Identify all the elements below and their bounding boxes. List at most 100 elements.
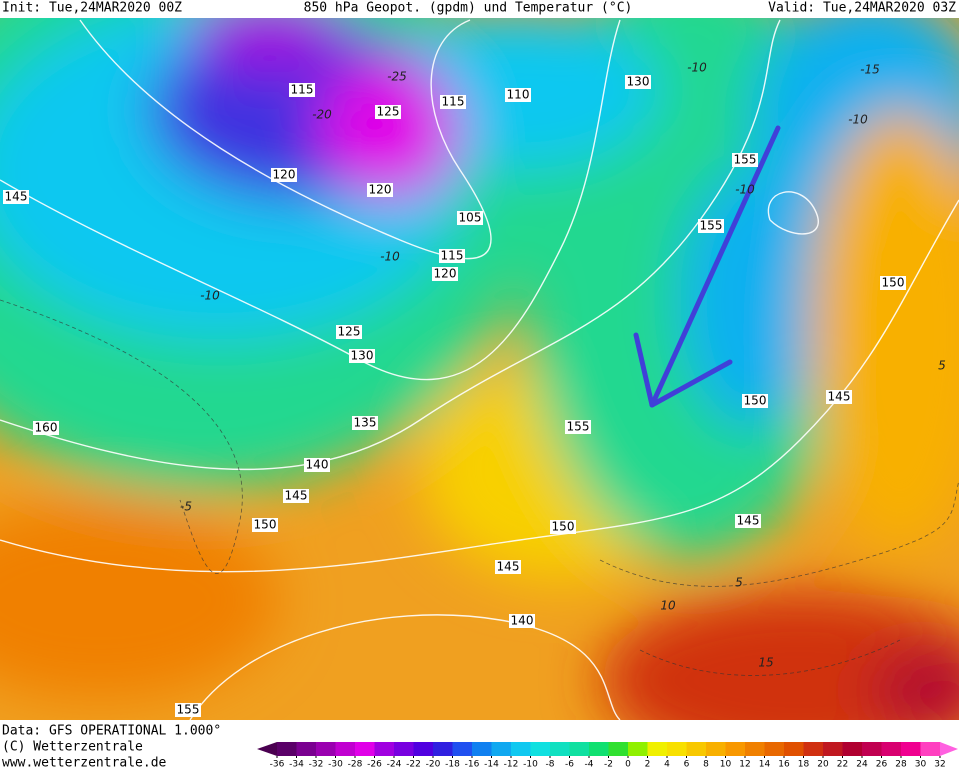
geopotential-label: 130 bbox=[627, 75, 650, 89]
colorbar-swatch bbox=[667, 742, 687, 756]
temperature-label: -10 bbox=[735, 183, 755, 197]
geopotential-label: 155 bbox=[567, 420, 590, 434]
colorbar-swatch bbox=[725, 742, 746, 756]
contour-label-box bbox=[698, 219, 724, 233]
contour-label-box bbox=[495, 560, 521, 574]
contour-label-box bbox=[880, 276, 906, 290]
geopotential-label: 145 bbox=[737, 514, 760, 528]
colorbar-tick-label: 10 bbox=[720, 760, 732, 770]
geopotential-label: 130 bbox=[351, 349, 374, 363]
contour-label-box bbox=[33, 421, 59, 435]
colorbar-swatch bbox=[628, 742, 648, 756]
colorbar-swatch bbox=[491, 742, 512, 756]
map-title: 850 hPa Geopot. (gpdm) und Temperatur (°… bbox=[304, 1, 633, 16]
colorbar-tick-label: -8 bbox=[546, 760, 555, 770]
colorbar-tick-label: -14 bbox=[484, 760, 499, 770]
geopotential-label: 155 bbox=[700, 219, 723, 233]
colorbar-tick-label: 24 bbox=[856, 760, 868, 770]
geopotential-label: 140 bbox=[306, 458, 329, 472]
colorbar-swatch bbox=[374, 742, 395, 756]
contour-label-box bbox=[565, 420, 591, 434]
geopotential-label: 150 bbox=[552, 520, 575, 534]
annotation-arrow bbox=[633, 125, 781, 408]
colorbar-tick-label: -16 bbox=[465, 760, 480, 770]
colorbar-tick-label: 2 bbox=[645, 760, 651, 770]
geopotential-label: 140 bbox=[511, 614, 534, 628]
colorbar-tick-label: 20 bbox=[817, 760, 829, 770]
contour-label-box bbox=[625, 75, 651, 89]
contour-label-box bbox=[509, 614, 535, 628]
geopotential-label: 105 bbox=[459, 211, 482, 225]
colorbar-tick-label: 16 bbox=[778, 760, 790, 770]
temperature-label: -10 bbox=[200, 289, 220, 303]
geopotential-label: 145 bbox=[5, 190, 28, 204]
colorbar-tick-label: 6 bbox=[684, 760, 690, 770]
colorbar-tick-label: 12 bbox=[739, 760, 750, 770]
colorbar-swatch bbox=[296, 742, 317, 756]
colorbar-tick-label: -6 bbox=[565, 760, 574, 770]
geopotential-label: 120 bbox=[273, 168, 296, 182]
geopotential-label: 115 bbox=[291, 83, 314, 97]
temperature-label: 15 bbox=[758, 656, 773, 670]
contour-label-box bbox=[742, 394, 768, 408]
colorbar-swatch bbox=[784, 742, 804, 756]
contour-label-box bbox=[352, 416, 378, 430]
colorbar-swatch bbox=[881, 742, 902, 756]
geopotential-label: 145 bbox=[285, 489, 308, 503]
contour-label-box bbox=[283, 489, 309, 503]
temperature-label: -15 bbox=[860, 63, 880, 77]
colorbar-swatch bbox=[842, 742, 863, 756]
contour-label-box bbox=[826, 390, 852, 404]
contour-label-box bbox=[439, 249, 465, 263]
colorbar-swatch bbox=[686, 742, 707, 756]
colorbar-tick-label: 4 bbox=[664, 760, 670, 770]
colorbar-swatch bbox=[569, 742, 590, 756]
colorbar-swatch bbox=[862, 742, 882, 756]
geopotential-label: 145 bbox=[497, 560, 520, 574]
colorbar-tick-label: -18 bbox=[445, 760, 460, 770]
colorbar-swatch bbox=[394, 742, 414, 756]
geopotential-label: 120 bbox=[434, 267, 457, 281]
colorbar-swatch bbox=[277, 742, 297, 756]
contour-label-box bbox=[271, 168, 297, 182]
colorbar-tick-label: -12 bbox=[504, 760, 519, 770]
temperature-label: -10 bbox=[380, 250, 400, 264]
colorbar-swatch bbox=[452, 742, 473, 756]
geopotential-label: 150 bbox=[254, 518, 277, 532]
colorbar-tick-label: 22 bbox=[837, 760, 848, 770]
colorbar-tick-label: 8 bbox=[703, 760, 709, 770]
temperature-label: -5 bbox=[180, 500, 192, 514]
geopotential-label: 155 bbox=[734, 153, 757, 167]
geopotential-label: 145 bbox=[828, 390, 851, 404]
init-time: Init: Tue,24MAR2020 00Z bbox=[2, 1, 182, 16]
contour-label-box bbox=[432, 267, 458, 281]
geopotential-label: 150 bbox=[882, 276, 905, 290]
contour-label-box bbox=[252, 518, 278, 532]
geopotential-label: 135 bbox=[354, 416, 377, 430]
colorbar-tick-label: -10 bbox=[523, 760, 538, 770]
colorbar-tick-label: 32 bbox=[934, 760, 945, 770]
geopotential-label: 125 bbox=[377, 105, 400, 119]
geopotential-label: 125 bbox=[338, 325, 361, 339]
contour-label-box bbox=[349, 349, 375, 363]
colorbar-tick-label: -30 bbox=[328, 760, 343, 770]
colorbar-swatch bbox=[589, 742, 609, 756]
colorbar-swatch bbox=[335, 742, 356, 756]
temperature-label: -10 bbox=[848, 113, 868, 127]
contour-label-box bbox=[732, 153, 758, 167]
contour-label-box bbox=[175, 703, 201, 717]
geopotential-label: 110 bbox=[507, 88, 530, 102]
colorbar-swatch bbox=[413, 742, 434, 756]
geopotential-label: 155 bbox=[177, 703, 200, 717]
contour-label-box bbox=[550, 520, 576, 534]
colorbar-tick-label: -22 bbox=[406, 760, 421, 770]
contour-label-box bbox=[304, 458, 330, 472]
colorbar-tick-label: 14 bbox=[759, 760, 771, 770]
colorbar-swatch bbox=[316, 742, 336, 756]
colorbar-swatch bbox=[706, 742, 726, 756]
contour-label-box bbox=[505, 88, 531, 102]
contour-label-box bbox=[375, 105, 401, 119]
colorbar-tick-label: 18 bbox=[798, 760, 810, 770]
colorbar-tick-label: -2 bbox=[604, 760, 613, 770]
